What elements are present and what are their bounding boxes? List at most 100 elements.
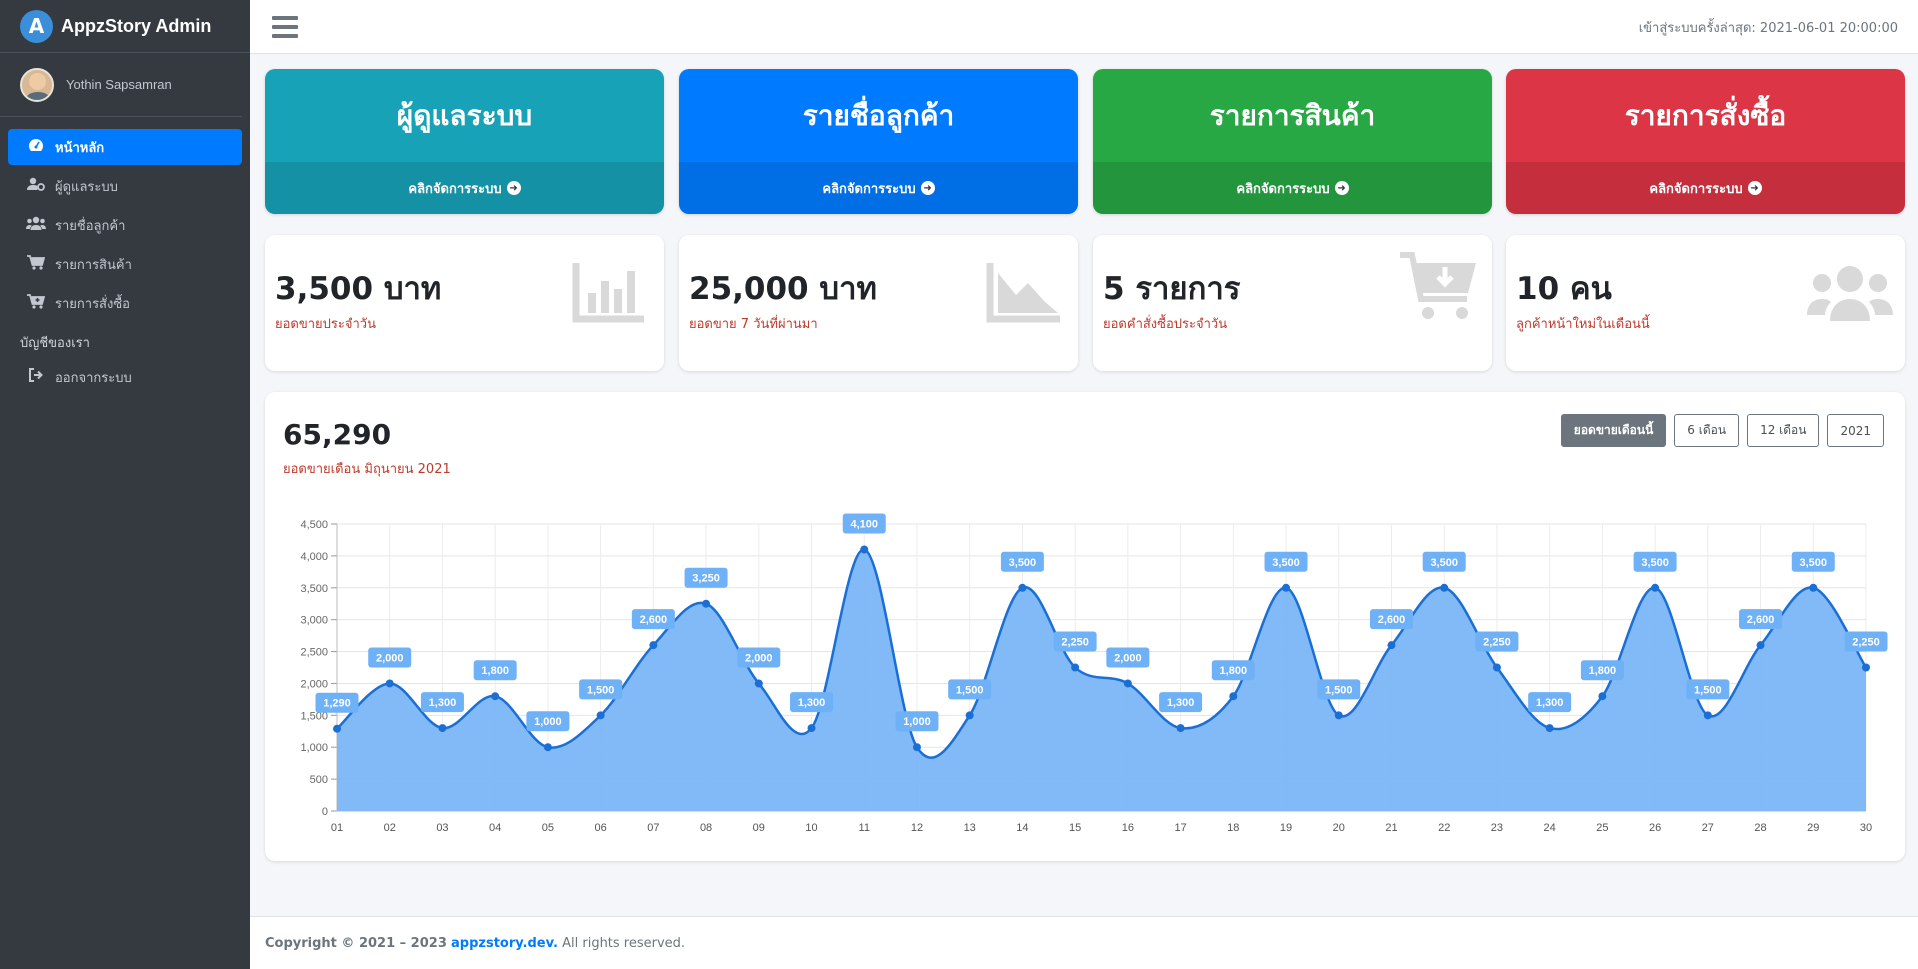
data-label: 1,290 [323, 698, 351, 710]
data-point [860, 545, 869, 554]
data-label-bg [1264, 551, 1308, 572]
data-label: 3,500 [1800, 557, 1828, 569]
x-tick-label: 19 [1280, 822, 1292, 834]
x-tick-label: 10 [805, 822, 817, 834]
x-tick-label: 16 [1122, 822, 1134, 834]
footer: Copyright © 2021 – 2023 appzstory.dev. A… [250, 916, 1918, 969]
x-tick-label: 24 [1544, 822, 1556, 834]
sidebar-item-admins[interactable]: ผู้ดูแลระบบ [8, 168, 242, 204]
footer-rights: All rights reserved. [562, 935, 686, 951]
y-tick-label: 4,500 [300, 519, 328, 531]
tile-title: รายการสินค้า [1209, 98, 1376, 132]
range-12-months-button[interactable]: 12 เดือน [1747, 414, 1820, 447]
x-tick-label: 01 [331, 822, 343, 834]
brand[interactable]: A AppzStory Admin [0, 0, 250, 53]
x-tick-label: 05 [542, 822, 554, 834]
data-label-bg [1633, 551, 1677, 572]
data-label-bg [842, 513, 886, 534]
cart-icon [25, 254, 47, 274]
data-point [596, 711, 605, 720]
range-year-button[interactable]: 2021 [1827, 414, 1884, 447]
arrow-circle-right-icon: ➜ [1747, 181, 1762, 195]
data-point [491, 692, 500, 701]
stat-label: ยอดขาย 7 วันที่ผ่านมา [689, 317, 818, 332]
sidebar-item-label: รายการสินค้า [55, 257, 132, 273]
sidebar-item-customers[interactable]: รายชื่อลูกค้า [8, 207, 242, 243]
area-fill [337, 549, 1866, 811]
bar-chart-icon [572, 263, 644, 323]
data-point [438, 724, 447, 733]
x-tick-label: 14 [1016, 822, 1028, 834]
data-point [807, 724, 816, 733]
data-label-bg [631, 609, 675, 630]
sales-range-buttons: ยอดขายเดือนนี้ 6 เดือน 12 เดือน 2021 [1560, 414, 1884, 447]
menu-toggle-icon[interactable] [272, 16, 298, 38]
cart-plus-icon [25, 293, 47, 313]
data-label: 2,600 [1747, 614, 1775, 626]
x-tick-label: 27 [1702, 822, 1714, 834]
stat-daily-sales: 3,500 บาท ยอดขายประจำวัน [265, 235, 664, 371]
data-label-bg [420, 692, 464, 713]
data-point [1703, 711, 1712, 720]
sales-chart-card: 65,290 ยอดขายเดือน มิถุนายน 2021 ยอดขายเ… [265, 392, 1905, 861]
data-point [1651, 583, 1660, 592]
avatar [20, 67, 54, 102]
sidebar-item-orders[interactable]: รายการสั่งซื้อ [8, 285, 242, 321]
data-label: 2,250 [1852, 637, 1880, 649]
data-label: 1,500 [587, 684, 615, 696]
data-label-bg [526, 711, 570, 732]
data-point [1387, 641, 1396, 650]
sales-subtitle: ยอดขายเดือน มิถุนายน 2021 [283, 462, 451, 477]
range-6-months-button[interactable]: 6 เดือน [1674, 414, 1740, 447]
user-cog-icon [25, 177, 47, 195]
x-tick-label: 28 [1754, 822, 1766, 834]
data-label: 1,000 [534, 716, 562, 728]
y-tick-label: 2,500 [300, 647, 328, 659]
data-label: 1,300 [1536, 697, 1564, 709]
footer-link[interactable]: appzstory.dev. [451, 935, 558, 951]
sidebar-item-home[interactable]: หน้าหลัก [8, 129, 242, 165]
user-name: Yothin Sapsamran [66, 77, 172, 92]
tile-link-label: คลิกจัดการระบบ [1236, 181, 1330, 197]
tile-link[interactable]: คลิกจัดการระบบ ➜ [1506, 162, 1905, 214]
data-point [702, 599, 711, 608]
data-point [1440, 583, 1449, 592]
area-chart-icon [986, 263, 1060, 323]
data-label: 1,500 [1694, 684, 1722, 696]
data-label-bg [948, 679, 992, 700]
data-label-bg [1686, 679, 1730, 700]
x-tick-label: 03 [436, 822, 448, 834]
data-label-bg [1317, 679, 1361, 700]
sidebar-item-products[interactable]: รายการสินค้า [8, 246, 242, 282]
last-login-text: เข้าสู่ระบบครั้งล่าสุด: 2021-06-01 20:00… [1638, 21, 1898, 36]
x-tick-label: 23 [1491, 822, 1503, 834]
tile-orders[interactable]: รายการสั่งซื้อ คลิกจัดการระบบ ➜ [1506, 69, 1905, 214]
data-label: 2,000 [1114, 652, 1142, 664]
x-tick-label: 18 [1227, 822, 1239, 834]
range-this-month-button[interactable]: ยอดขายเดือนนี้ [1560, 414, 1667, 447]
sidebar-item-logout[interactable]: ออกจากระบบ [8, 359, 242, 395]
tile-admins[interactable]: ผู้ดูแลระบบ คลิกจัดการระบบ ➜ [265, 69, 664, 214]
data-label: 2,600 [1378, 614, 1406, 626]
tile-link-label: คลิกจัดการระบบ [822, 181, 916, 197]
data-point [1123, 679, 1132, 688]
y-tick-label: 3,000 [300, 615, 328, 627]
tile-customers[interactable]: รายชื่อลูกค้า คลิกจัดการระบบ ➜ [679, 69, 1078, 214]
data-label: 1,300 [1167, 697, 1195, 709]
data-label: 3,500 [1009, 557, 1037, 569]
data-point [1018, 583, 1027, 592]
tile-link-label: คลิกจัดการระบบ [1649, 181, 1743, 197]
y-tick-label: 3,500 [300, 583, 328, 595]
data-label-bg [684, 567, 728, 588]
tile-products[interactable]: รายการสินค้า คลิกจัดการระบบ ➜ [1093, 69, 1492, 214]
tile-link[interactable]: คลิกจัดการระบบ ➜ [679, 162, 1078, 214]
sidebar-item-label: รายชื่อลูกค้า [55, 218, 126, 234]
tile-link[interactable]: คลิกจัดการระบบ ➜ [265, 162, 664, 214]
data-label-bg [315, 692, 359, 713]
data-point [649, 641, 658, 650]
data-point [1229, 692, 1238, 701]
tile-row: ผู้ดูแลระบบ คลิกจัดการระบบ ➜ รายชื่อลูกค้… [265, 69, 1905, 214]
x-tick-label: 04 [489, 822, 501, 834]
tile-link[interactable]: คลิกจัดการระบบ ➜ [1093, 162, 1492, 214]
user-panel[interactable]: Yothin Sapsamran [0, 53, 242, 117]
